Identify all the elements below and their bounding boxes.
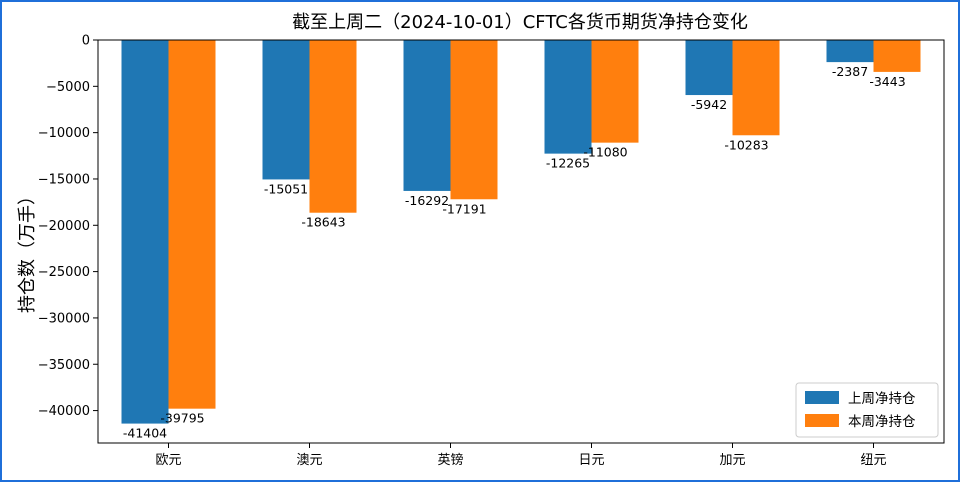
bar-last-week [262, 40, 310, 180]
bar-last-week [685, 40, 733, 96]
legend-label: 上周净持仓 [848, 391, 916, 407]
data-label: -16292 [405, 193, 449, 208]
bar-this-week [168, 40, 216, 409]
data-labels-group: -41404-39795 -15051 -18643 -16292-17191 -122… [123, 64, 906, 440]
bar-this-week [450, 40, 498, 200]
bar-last-week [403, 40, 451, 191]
y-tick-label: −15000 [38, 172, 90, 187]
data-label: -10283 [724, 137, 768, 152]
plot-area-border [97, 39, 945, 444]
x-tick-label: 欧元 [155, 453, 181, 468]
y-tick-label: −10000 [38, 126, 90, 141]
data-label: -2387 [832, 64, 868, 79]
data-label: -11080 [583, 145, 627, 160]
data-label: -39795 [160, 411, 204, 426]
y-axis-label: 持仓数（万手） [17, 187, 38, 313]
data-label: -17191 [442, 201, 486, 216]
bar-last-week [121, 40, 169, 424]
legend-swatch [805, 391, 839, 404]
x-tick-label: 纽元 [860, 453, 886, 468]
y-tick-label: −35000 [38, 358, 90, 373]
data-label: -12265 [546, 156, 590, 171]
y-tick-label: −40000 [38, 404, 90, 419]
legend-swatch [805, 414, 839, 427]
data-label: -41404 [123, 426, 167, 441]
data-label: -3443 [869, 74, 905, 89]
y-tick-label: −5000 [46, 80, 90, 95]
y-tick-label: −30000 [38, 311, 90, 326]
y-tick-label: 0 [82, 34, 90, 49]
bar-this-week [873, 40, 921, 72]
bar-this-week [309, 40, 357, 213]
x-tick-label: 日元 [578, 453, 604, 468]
y-tick-label: −20000 [38, 219, 90, 234]
data-label: -18643 [301, 215, 345, 230]
chart-title: 截至上周二（2024-10-01）CFTC各货币期货净持仓变化 [292, 12, 748, 33]
data-label: -15051 [264, 181, 308, 196]
bars-group [121, 40, 921, 424]
y-axis: 0 −5000 −10000 −15000 −20000 −25000 −30000 −350… [38, 34, 98, 419]
bar-this-week [591, 40, 639, 143]
bar-last-week [826, 40, 874, 63]
x-tick-label: 英镑 [437, 452, 463, 468]
bar-this-week [732, 40, 780, 136]
data-label: -5942 [691, 97, 727, 112]
bar-last-week [544, 40, 592, 154]
legend-label: 本周净持仓 [848, 414, 916, 430]
x-tick-label: 澳元 [296, 452, 322, 468]
x-tick-label: 加元 [719, 453, 745, 468]
x-axis: 欧元 澳元 英镑 日元 加元 纽元 [155, 443, 887, 468]
y-tick-label: −25000 [38, 265, 90, 280]
